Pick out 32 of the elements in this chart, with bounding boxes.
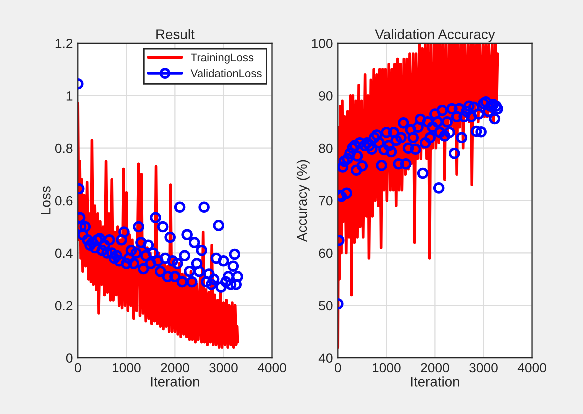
y-tick-label: 60 xyxy=(319,248,333,258)
x-axis-title: Iteration xyxy=(151,376,200,387)
x-tick-label: 0 xyxy=(334,363,342,373)
y-tick-label: 1 xyxy=(66,92,73,101)
chart-title: Result xyxy=(156,29,195,40)
x-tick-label: 2000 xyxy=(421,363,450,373)
x-tick-label: 0 xyxy=(74,363,82,373)
y-tick-label: 0.8 xyxy=(55,144,73,154)
x-axis-title: Iteration xyxy=(411,376,460,387)
x-tick-label: 3000 xyxy=(210,363,238,373)
x-tick-label: 4000 xyxy=(258,363,286,373)
y-tick-label: 1.2 xyxy=(56,39,73,48)
y-tick-label: 50 xyxy=(319,301,333,311)
y-tick-label: 0 xyxy=(66,354,73,364)
x-tick-label: 3000 xyxy=(470,363,498,373)
y-tick-label: 0.6 xyxy=(55,196,73,206)
legend-label: TrainingLoss xyxy=(191,53,254,64)
y-tick-label: 40 xyxy=(318,354,333,364)
y-tick-label: 80 xyxy=(319,144,333,154)
legend-label: ValidationLoss xyxy=(190,69,262,78)
y-tick-label: 90 xyxy=(319,91,333,101)
y-tick-label: 0.2 xyxy=(55,301,73,311)
y-axis-title: Accuracy (%) xyxy=(296,160,310,242)
y-tick-label: 100 xyxy=(312,39,333,48)
x-tick-label: 1000 xyxy=(373,363,401,373)
y-axis-title: Loss xyxy=(41,186,51,214)
x-tick-label: 4000 xyxy=(518,363,546,373)
y-tick-label: 70 xyxy=(319,196,333,206)
x-tick-label: 1000 xyxy=(112,363,141,373)
y-tick-label: 0.4 xyxy=(55,248,73,258)
x-tick-label: 2000 xyxy=(161,363,190,373)
chart-title: Validation Accuracy xyxy=(375,29,496,42)
